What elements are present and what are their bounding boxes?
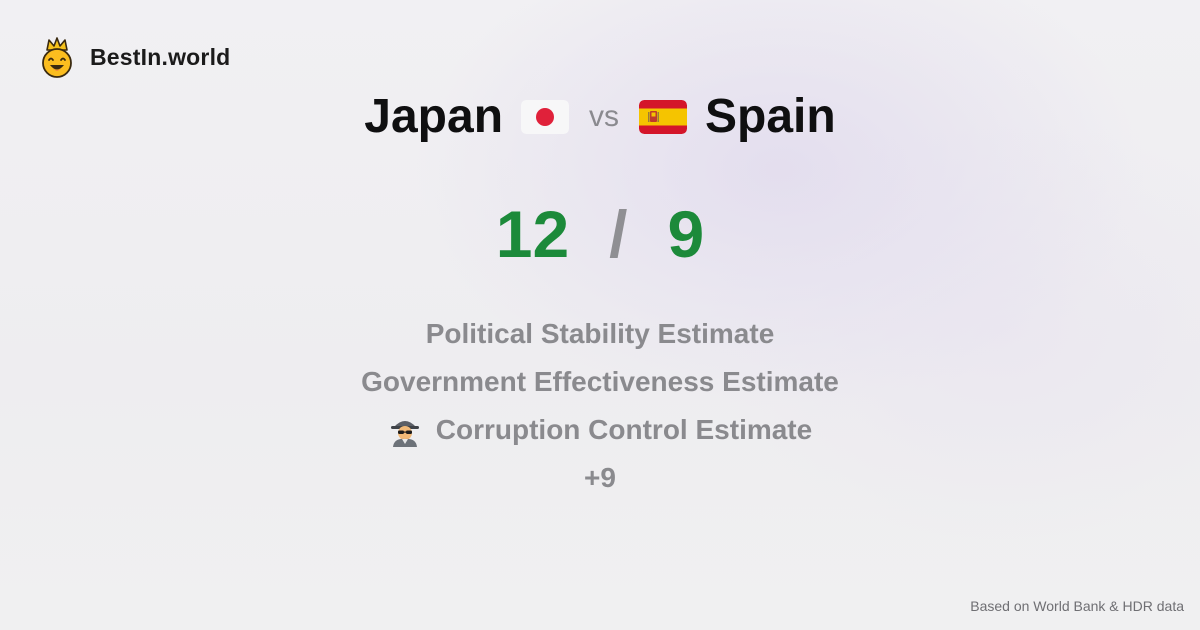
metric-item: Government Effectiveness Estimate [361, 358, 839, 406]
data-source-note: Based on World Bank & HDR data [970, 598, 1184, 614]
detective-icon [390, 421, 419, 447]
metric-label: +9 [584, 462, 616, 493]
metric-item: Corruption Control Estimate [388, 406, 812, 454]
brand-name: BestIn.world [90, 43, 231, 70]
metric-item: Political Stability Estimate [426, 310, 775, 358]
metrics-list: Political Stability Estimate Government … [0, 310, 1200, 502]
comparison-title: Japan vs Spain [0, 88, 1200, 146]
brand[interactable]: BestIn.world [38, 36, 230, 78]
vs-label: vs [589, 100, 620, 133]
metric-label: Corruption Control Estimate [435, 414, 813, 445]
right-country-name: Spain [705, 90, 836, 143]
japan-flag-icon [521, 100, 570, 134]
right-score: 9 [667, 197, 705, 271]
spain-flag-icon [639, 100, 688, 134]
score-separator: / [609, 197, 628, 271]
metric-label: Political Stability Estimate [425, 318, 775, 349]
left-country-name: Japan [364, 90, 504, 143]
left-score: 12 [495, 197, 570, 271]
metric-label: Government Effectiveness Estimate [361, 366, 839, 397]
crowned-smiley-icon [42, 37, 72, 78]
more-metrics-count: +9 [584, 454, 616, 502]
score-row: 12 / 9 [0, 196, 1200, 272]
